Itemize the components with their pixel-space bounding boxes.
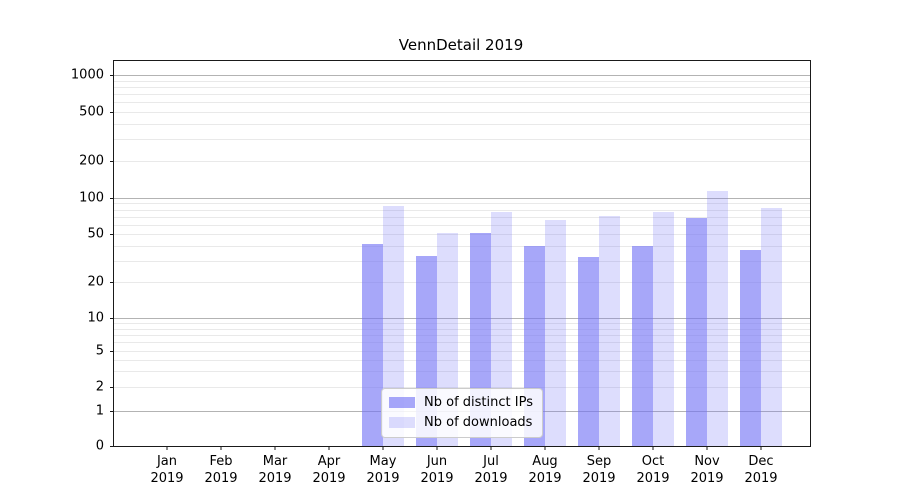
y-tick-label: 5 [95,343,104,359]
bar-distinct-ips-dec [740,249,761,446]
gridline-minor [114,359,810,361]
gridline-major [114,75,810,76]
bar-downloads-sep [599,215,620,446]
gridline-major [114,318,810,319]
x-tick-mark [436,446,438,450]
x-tick-label-may: May 2019 [366,454,400,486]
y-tick-label: 10 [87,310,104,326]
x-tick-mark [382,446,384,450]
x-tick-label-jul: Jul 2019 [474,454,508,486]
gridline-minor [114,203,810,205]
x-tick-mark [490,446,492,450]
bar-distinct-ips-may [362,244,383,446]
x-tick-mark [166,446,168,450]
x-tick-mark [328,446,330,450]
gridline-minor [114,282,810,283]
gridline-minor [114,224,810,226]
gridline-minor [114,102,810,104]
y-tick-mark [110,387,114,388]
gridline-minor [114,161,810,162]
gridline-minor [114,334,810,336]
y-tick-label: 2 [95,379,104,395]
x-tick-mark [274,446,276,450]
x-tick-mark [598,446,600,450]
y-tick-mark [110,75,114,76]
legend-swatch-downloads [389,417,416,428]
legend-row-downloads: Nb of downloads [389,415,533,430]
gridline-minor [114,123,810,125]
gridline-minor [114,323,810,325]
x-tick-label-oct: Oct 2019 [636,454,670,486]
bar-distinct-ips-nov [686,218,707,446]
gridline-minor [114,342,810,344]
gridline-minor [114,86,810,88]
gridline-minor [114,94,810,96]
legend-swatch-distinct-ips [389,397,416,408]
gridline-minor [114,260,810,262]
chart-title: VennDetail 2019 [398,36,524,54]
y-tick-label: 0 [95,438,104,454]
legend-row-distinct-ips: Nb of distinct IPs [389,395,533,410]
x-tick-label-aug: Aug 2019 [528,454,562,486]
y-tick-label: 200 [79,153,104,169]
y-tick-label: 50 [87,226,104,242]
y-tick-mark [110,161,114,162]
gridline-minor [114,245,810,247]
y-tick-label: 20 [87,274,104,290]
gridline-minor [114,216,810,218]
y-tick-mark [110,318,114,319]
gridline-minor [114,209,810,211]
x-tick-label-sep: Sep 2019 [582,454,616,486]
x-tick-mark [220,446,222,450]
x-tick-mark [652,446,654,450]
bar-downloads-jul [491,212,512,446]
gridline-major [114,198,810,199]
y-tick-label: 100 [79,190,104,206]
legend: Nb of distinct IPs Nb of downloads [381,388,543,438]
bar-downloads-aug [545,219,566,446]
x-tick-label-mar: Mar 2019 [258,454,292,486]
y-tick-label: 500 [79,104,104,120]
y-tick-mark [110,282,114,283]
gridline-minor [114,371,810,373]
x-tick-mark [544,446,546,450]
bar-downloads-may [383,205,404,446]
y-tick-mark [110,351,114,352]
y-tick-label: 1000 [70,67,104,83]
x-tick-label-feb: Feb 2019 [204,454,238,486]
x-tick-label-jan: Jan 2019 [150,454,184,486]
bar-distinct-ips-sep [578,257,599,446]
gridline-minor [114,112,810,113]
bar-downloads-dec [761,207,782,446]
y-tick-mark [110,234,114,235]
y-tick-mark [110,411,114,412]
bar-distinct-ips-oct [632,245,653,446]
y-tick-label: 1 [95,403,104,419]
gridline-minor [114,80,810,82]
bar-downloads-nov [707,190,728,446]
gridline-minor [114,387,810,388]
x-tick-label-jun: Jun 2019 [420,454,454,486]
legend-label-distinct-ips: Nb of distinct IPs [424,395,533,410]
bar-downloads-oct [653,212,674,446]
gridline-minor [114,328,810,330]
y-tick-mark [110,112,114,113]
gridline-minor [114,351,810,352]
x-tick-mark [706,446,708,450]
y-tick-mark [110,198,114,199]
x-tick-label-nov: Nov 2019 [690,454,724,486]
x-tick-mark [760,446,762,450]
gridline-minor [114,234,810,235]
y-tick-mark [110,446,114,447]
x-tick-label-dec: Dec 2019 [744,454,778,486]
legend-label-downloads: Nb of downloads [424,415,533,430]
plot-area: 0 1 2 5 10 20 50 100 200 500 1000 Jan 2019 Feb 2019 Ma… [71,60,811,486]
x-tick-label-apr: Apr 2019 [312,454,346,486]
gridline-minor [114,139,810,141]
